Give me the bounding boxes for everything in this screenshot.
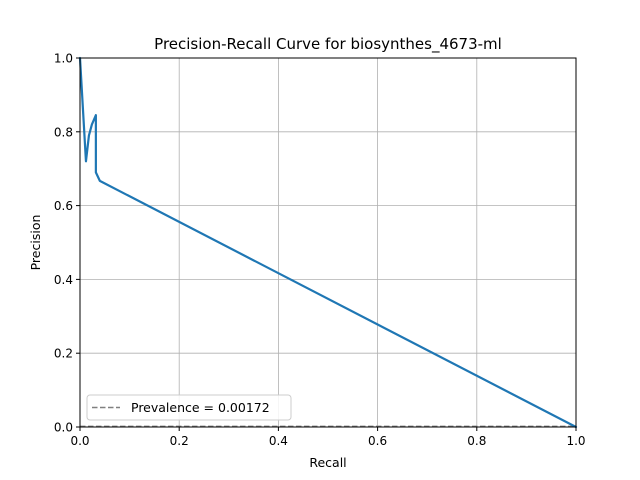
y-axis-label: Precision — [28, 215, 43, 271]
y-tick-label: 0.6 — [54, 199, 73, 213]
y-tick-label: 0.0 — [54, 421, 73, 435]
plot-frame — [79, 57, 577, 428]
legend-box — [86, 394, 292, 421]
plot-marks — [78, 56, 578, 429]
axis-ticks: 0.0 0.2 0.4 0.6 0.8 1.0 0.0 0.2 0.4 0.6 0.8 1.0 — [54, 52, 586, 449]
pr-curve-line — [78, 56, 578, 429]
y-tick-label: 0.8 — [54, 125, 73, 139]
x-tick-label: 0.2 — [170, 434, 189, 448]
x-axis-label: Recall — [309, 455, 346, 470]
x-tick-label: 0.4 — [269, 434, 288, 448]
legend-prevalence-label: Prevalence = 0.00172 — [131, 400, 270, 415]
x-tick-label: 0.8 — [467, 434, 486, 448]
legend: Prevalence = 0.00172 — [86, 394, 292, 421]
y-tick-label: 1.0 — [54, 52, 73, 66]
grid-lines — [79, 57, 577, 428]
x-tick-label: 1.0 — [566, 434, 585, 448]
chart-title: Precision-Recall Curve for biosynthes_46… — [154, 35, 502, 54]
x-tick-label: 0.0 — [70, 434, 89, 448]
y-tick-label: 0.4 — [54, 273, 73, 287]
x-tick-label: 0.6 — [368, 434, 387, 448]
y-tick-label: 0.2 — [54, 347, 73, 361]
